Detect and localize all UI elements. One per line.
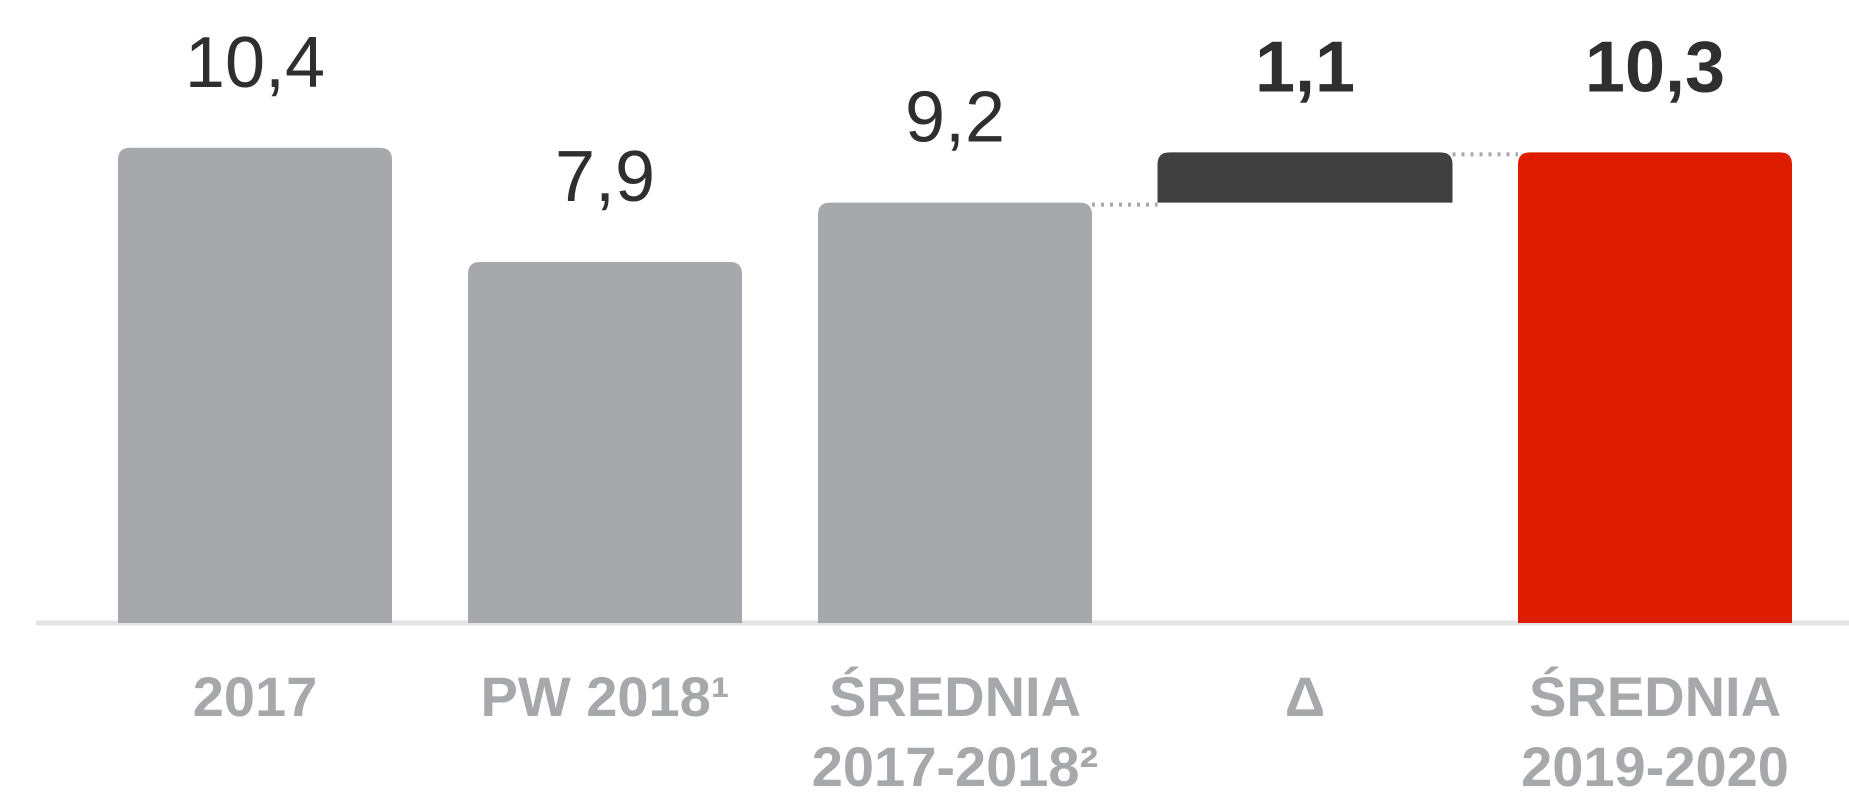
bar: [818, 202, 1092, 623]
x-tick-label: Δ: [1285, 665, 1325, 728]
bar: [1157, 152, 1453, 203]
x-tick-label: ŚREDNIA: [1529, 665, 1781, 728]
bar: [1518, 152, 1792, 623]
bar: [118, 147, 392, 624]
x-tick-label: PW 2018¹: [481, 665, 730, 728]
x-tick-label: 2017-2018²: [812, 735, 1098, 792]
value-label: 10,3: [1585, 27, 1725, 107]
value-label: 10,4: [185, 23, 325, 103]
bar: [468, 262, 742, 623]
value-label: 9,2: [905, 78, 1005, 158]
x-tick-label: ŚREDNIA: [829, 665, 1081, 728]
value-label: 7,9: [555, 137, 655, 217]
x-tick-label: 2019-2020: [1521, 735, 1789, 792]
x-tick-label: 2017: [193, 665, 318, 728]
value-label: 1,1: [1255, 27, 1355, 107]
